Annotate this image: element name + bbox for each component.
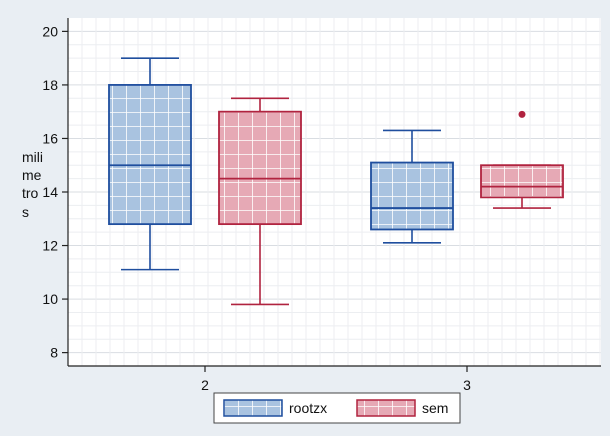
x-tick-label: 2 [201,377,209,393]
iqr-box [480,164,564,199]
y-tick-label: 20 [42,23,58,39]
legend-label-rootzx: rootzx [289,400,327,416]
iqr-box [108,84,192,226]
y-axis-label: mili me tro s [22,149,43,220]
y-tick-label: 18 [42,77,58,93]
iqr-box [370,161,454,231]
grid-lines [68,18,601,366]
legend-label-sem: sem [422,400,448,416]
x-tick-label: 3 [463,377,471,393]
y-tick-label: 8 [50,345,58,361]
legend-swatch-rootzx [223,399,283,417]
legend-swatch-sem [356,399,416,417]
y-tick-label: 12 [42,238,58,254]
y-tick-label: 16 [42,130,58,146]
y-axis-label-line-2: me [22,167,42,183]
box-sem-3 [480,110,564,209]
y-axis-label-line-4: s [22,204,29,220]
box-rootzx-2 [108,57,192,271]
box-sem-2 [218,97,302,306]
box-rootzx-3 [370,129,454,244]
legend: rootzx sem [213,392,461,424]
outlier-point [518,110,526,118]
boxes [108,57,564,306]
y-axis-label-line-3: tro [22,185,39,201]
iqr-box [218,110,302,226]
y-tick-label: 10 [42,291,58,307]
y-axis-label-line-1: mili [22,149,43,165]
axes: 8 10 12 14 16 18 20 2 3 [42,18,601,393]
y-tick-label: 14 [42,184,58,200]
